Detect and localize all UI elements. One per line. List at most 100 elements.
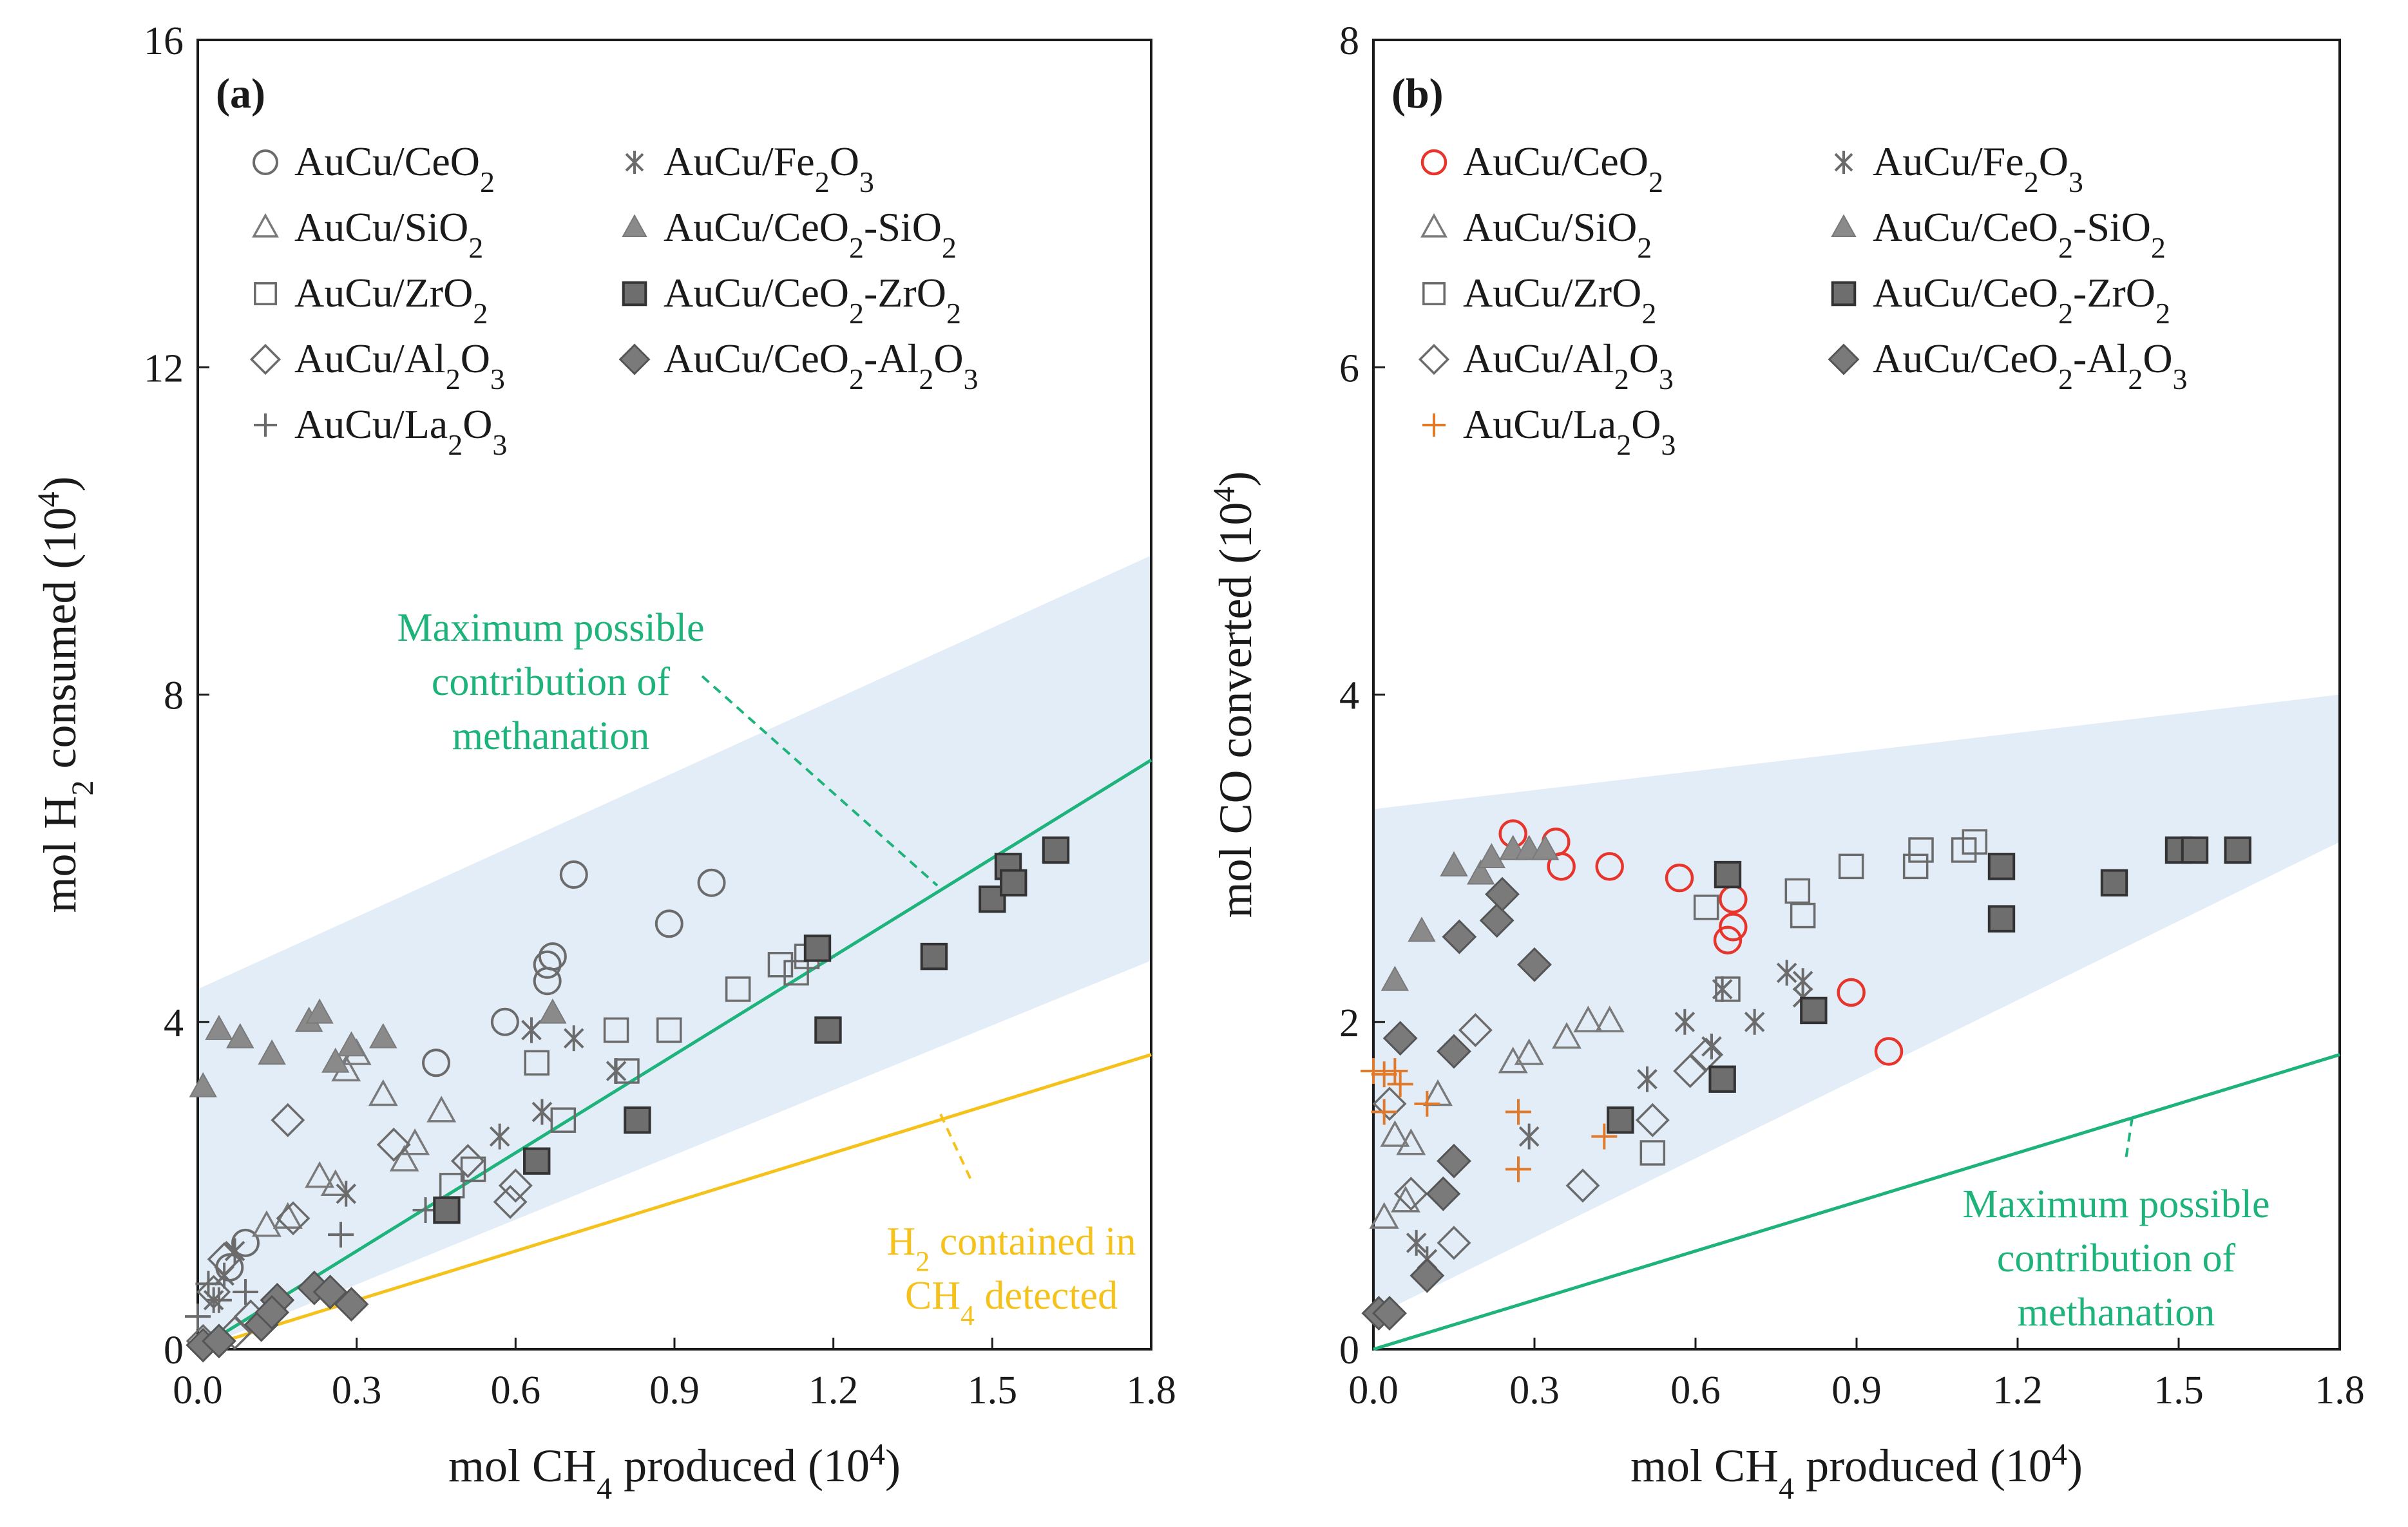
marker-triangle-filled <box>622 214 647 237</box>
y-tick-label: 8 <box>164 674 184 718</box>
x-axis-title: mol CH4 produced (104) <box>448 1437 901 1506</box>
marker-diamond-filled <box>312 1275 348 1309</box>
legend-label: AuCu/ZrO2 <box>1463 270 1656 330</box>
legend-item: AuCu/CeO2-Al2O3 <box>1828 336 2188 395</box>
marker-asterisk <box>1792 968 1813 994</box>
series-AuCu/CeO2-ZrO2 <box>1607 836 2251 1134</box>
legend-item: AuCu/CeO2-ZrO2 <box>622 270 961 330</box>
marker-square-filled <box>2181 836 2209 864</box>
reference-line <box>196 759 1152 1351</box>
marker-square-open <box>1902 853 1929 880</box>
marker-diamond-filled <box>1828 343 1860 375</box>
legend-label: AuCu/CeO2-ZrO2 <box>1873 270 2170 330</box>
marker-plus-orange <box>1414 1090 1440 1117</box>
marker-circle-red <box>1719 913 1748 942</box>
x-tick-label: 1.8 <box>2315 1369 2365 1412</box>
x-tick-label: 1.5 <box>968 1369 1018 1412</box>
annotation-text: Maximum possible <box>397 606 704 650</box>
marker-square-open <box>1693 895 1719 920</box>
y-tick-label: 4 <box>1339 674 1359 718</box>
marker-plus-orange <box>1505 1156 1531 1182</box>
marker-asterisk <box>521 1017 542 1043</box>
series-AuCu/ZrO2 <box>439 944 820 1199</box>
legend-label: AuCu/CeO2-ZrO2 <box>664 270 961 330</box>
marker-triangle-filled <box>226 1023 254 1048</box>
marker-triangle-open <box>1396 1128 1426 1155</box>
marker-plus-orange <box>1371 1061 1397 1088</box>
marker-triangle-open <box>320 1169 350 1197</box>
marker-square-filled <box>1987 853 2016 880</box>
x-tick-label: 0.6 <box>491 1369 541 1412</box>
marker-circle-red <box>1595 852 1624 881</box>
marker-triangle-filled <box>1466 859 1495 885</box>
marker-circle-red <box>1874 1037 1904 1066</box>
y-tick-label: 0 <box>1339 1329 1359 1372</box>
legend-item: AuCu/CeO2 <box>253 138 495 198</box>
marker-square-open <box>1784 878 1811 904</box>
marker-triangle-filled <box>369 1023 397 1048</box>
marker-triangle-open <box>1391 1186 1420 1213</box>
marker-circle-red <box>1837 978 1866 1007</box>
marker-diamond-filled <box>1437 1143 1471 1179</box>
marker-circle-red <box>1547 852 1576 881</box>
marker-square-open <box>1838 853 1864 880</box>
marker-asterisk <box>214 1262 234 1289</box>
marker-diamond-open <box>1393 1177 1428 1211</box>
annotation-text: contribution of <box>1997 1237 2236 1280</box>
marker-circle-open <box>253 149 278 175</box>
marker-triangle-filled <box>258 1039 286 1065</box>
x-tick-label: 1.2 <box>1992 1369 2043 1412</box>
marker-asterisk <box>1518 1123 1540 1150</box>
marker-square-filled <box>2100 869 2128 896</box>
annotation-text: methanation <box>452 714 649 758</box>
panel-a-chart: 0.0 0.3 0.6 0.9 1.2 1.5 1.8 0 4 8 12 16 mol CH4 prod… <box>32 19 1176 1506</box>
legend-label: AuCu/Al2O3 <box>1463 336 1674 395</box>
legend-label: AuCu/CeO2-Al2O3 <box>664 336 979 395</box>
panel-b-chart: 0.0 0.3 0.6 0.9 1.2 1.5 1.8 0 2 4 6 8 mol CH4 produc… <box>1207 19 2365 1506</box>
legend-label: AuCu/CeO2-SiO2 <box>1873 204 2166 264</box>
annotation-text: Maximum possible <box>1962 1182 2269 1226</box>
marker-triangle-filled <box>1381 965 1409 991</box>
series-AuCu/CeO2-SiO2 <box>1381 835 1560 991</box>
marker-triangle-open <box>1498 1047 1528 1074</box>
y-axis-title: mol CO converted (104) <box>1207 471 1262 918</box>
marker-diamond-open <box>1418 343 1450 375</box>
marker-plus <box>254 413 277 437</box>
series-AuCu/CeO2-Al2O3 <box>1361 877 1552 1331</box>
y-tick-label: 8 <box>1339 19 1359 63</box>
marker-asterisk <box>1834 151 1853 174</box>
marker-asterisk <box>1637 1066 1658 1092</box>
legend-item: AuCu/Al2O3 <box>249 336 505 395</box>
marker-diamond-filled <box>1409 1258 1445 1293</box>
legend-label: AuCu/SiO2 <box>1463 204 1652 264</box>
series-AuCu/CeO2-Al2O3 <box>186 1270 369 1363</box>
legend-item: AuCu/ZrO2 <box>1422 270 1656 330</box>
x-tick-label: 0.0 <box>1348 1369 1399 1412</box>
legend-item: AuCu/CeO2-ZrO2 <box>1831 270 2170 330</box>
marker-circle-open <box>231 1228 260 1257</box>
marker-square-filled <box>1800 996 1828 1025</box>
x-tick-label: 0.3 <box>332 1369 382 1412</box>
marker-square-open <box>254 282 277 305</box>
x-tick-label: 1.2 <box>808 1369 859 1412</box>
marker-circle-open <box>697 868 726 897</box>
marker-plus <box>233 1279 258 1305</box>
legend-item: AuCu/CeO2-Al2O3 <box>618 336 979 395</box>
marker-plus-orange <box>1505 1099 1531 1125</box>
legend-item: AuCu/CeO2-SiO2 <box>1831 204 2166 264</box>
marker-square-filled <box>622 281 647 307</box>
legend-label: AuCu/Fe2O3 <box>1873 138 2083 198</box>
panel-label: (b) <box>1391 70 1444 117</box>
marker-circle-open <box>533 950 562 979</box>
marker-asterisk <box>625 151 644 174</box>
series-AuCu/Al2O3 <box>1372 1012 1724 1260</box>
y-tick-label: 4 <box>164 1001 184 1045</box>
marker-square-filled <box>1607 1106 1634 1134</box>
series-AuCu/CeO2-SiO2 <box>189 998 567 1097</box>
marker-plus <box>185 1304 211 1330</box>
marker-diamond-filled <box>1442 919 1477 954</box>
marker-diamond-open <box>1565 1168 1600 1203</box>
marker-asterisk <box>606 1058 627 1084</box>
marker-triangle-filled <box>1440 851 1468 877</box>
legend-label: AuCu/CeO2-Al2O3 <box>1873 336 2188 395</box>
